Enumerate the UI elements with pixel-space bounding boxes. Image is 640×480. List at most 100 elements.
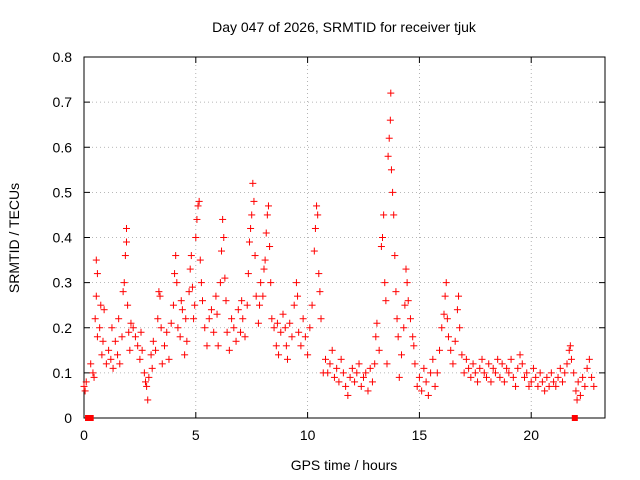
data-point <box>559 378 567 386</box>
data-point <box>100 306 108 314</box>
data-point <box>550 378 558 386</box>
data-point <box>80 382 88 390</box>
data-point <box>207 306 215 314</box>
data-point <box>136 355 144 363</box>
data-point <box>267 279 275 287</box>
data-point <box>574 378 582 386</box>
data-point <box>512 382 520 390</box>
data-point <box>547 369 555 377</box>
data-point <box>337 355 345 363</box>
data-point <box>561 369 569 377</box>
data-point <box>270 324 278 332</box>
data-point <box>205 315 213 323</box>
data-point <box>154 315 162 323</box>
zero-marker <box>571 415 578 421</box>
data-point <box>93 333 101 341</box>
data-point <box>199 297 207 305</box>
data-point <box>277 328 285 336</box>
data-point <box>310 247 318 255</box>
data-point <box>148 364 156 372</box>
data-point <box>282 342 290 350</box>
data-point <box>496 373 504 381</box>
data-point <box>114 351 122 359</box>
data-point <box>222 297 230 305</box>
data-point <box>219 215 227 223</box>
data-point <box>275 351 283 359</box>
data-point <box>576 391 584 399</box>
data-point <box>187 252 195 260</box>
data-point <box>566 342 574 350</box>
data-point <box>228 315 236 323</box>
data-point <box>120 279 128 287</box>
data-point <box>315 270 323 278</box>
y-tick-label: 0.1 <box>53 365 73 381</box>
data-point <box>263 211 271 219</box>
data-point <box>261 256 269 264</box>
data-point <box>403 279 411 287</box>
data-point <box>563 360 571 368</box>
data-point <box>541 387 549 395</box>
data-point <box>195 197 203 205</box>
data-point <box>543 373 551 381</box>
data-point <box>210 328 218 336</box>
data-point <box>171 270 179 278</box>
data-point <box>471 369 479 377</box>
data-point <box>424 391 432 399</box>
data-point <box>122 224 130 232</box>
data-point <box>306 324 314 332</box>
data-point <box>257 279 265 287</box>
data-point <box>177 297 185 305</box>
y-tick-label: 0.2 <box>53 320 73 336</box>
data-point <box>567 355 575 363</box>
data-point <box>516 351 524 359</box>
data-point <box>371 360 379 368</box>
data-point <box>391 252 399 260</box>
data-point <box>402 265 410 273</box>
data-point <box>125 328 133 336</box>
data-point <box>447 346 455 354</box>
data-point <box>197 279 205 287</box>
data-point <box>390 211 398 219</box>
data-point <box>494 355 502 363</box>
data-point <box>382 297 390 305</box>
data-point <box>169 301 177 309</box>
data-point <box>311 224 319 232</box>
data-point <box>260 265 268 273</box>
data-point <box>241 333 249 341</box>
data-point <box>491 369 499 377</box>
data-point <box>474 378 482 386</box>
data-point <box>395 373 403 381</box>
data-point <box>218 247 226 255</box>
data-point <box>509 373 517 381</box>
data-point <box>335 378 343 386</box>
data-point <box>272 342 280 350</box>
data-point <box>281 324 289 332</box>
data-point <box>122 238 130 246</box>
data-point <box>129 324 137 332</box>
data-point <box>192 234 200 241</box>
data-point <box>485 360 493 368</box>
chart-title: Day 047 of 2026, SRMTID for receiver tju… <box>212 19 477 35</box>
data-point <box>429 355 437 363</box>
data-point <box>301 333 309 341</box>
x-tick-label: 5 <box>192 427 200 443</box>
data-point <box>480 369 488 377</box>
data-point <box>92 292 100 300</box>
data-point <box>465 364 473 372</box>
data-point <box>82 378 90 386</box>
data-point <box>588 373 596 381</box>
data-point <box>368 378 376 386</box>
data-point <box>152 346 160 354</box>
y-axis-label: SRMTID / TECUs <box>6 183 22 293</box>
data-point <box>98 351 106 359</box>
data-point <box>96 324 104 332</box>
data-point <box>514 364 522 372</box>
data-point <box>585 355 593 363</box>
data-point <box>389 188 397 196</box>
y-tick-label: 0.5 <box>53 184 73 200</box>
data-point <box>394 333 402 341</box>
data-point <box>243 301 251 309</box>
data-point <box>238 297 246 305</box>
data-point <box>279 310 287 318</box>
data-point <box>387 166 395 174</box>
